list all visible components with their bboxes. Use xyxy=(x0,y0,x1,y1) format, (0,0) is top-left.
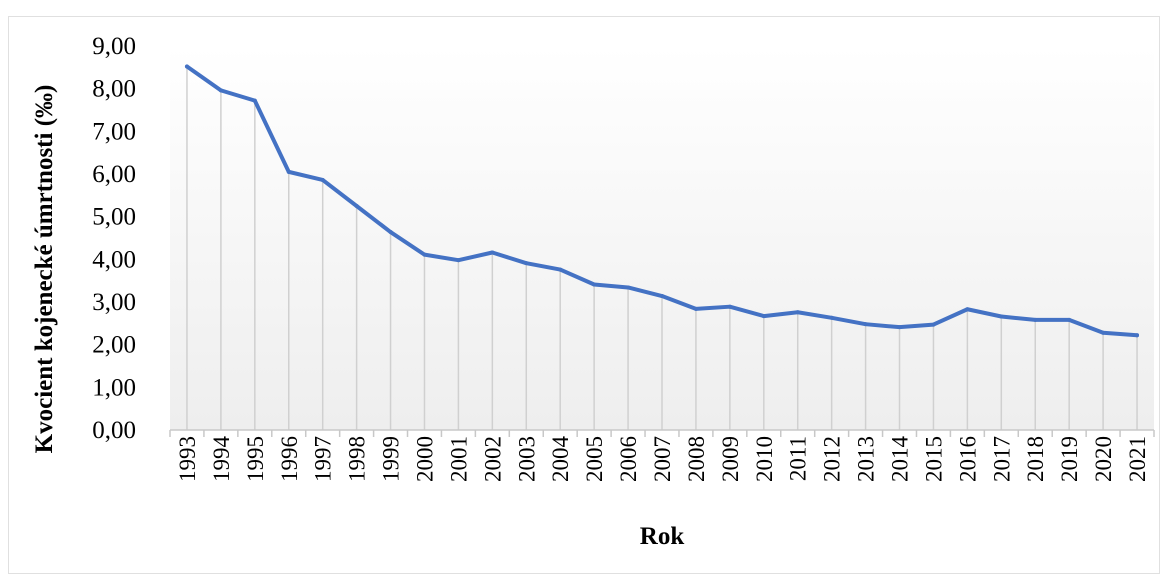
data-point xyxy=(456,258,461,263)
x-tick-label: 1999 xyxy=(379,436,404,482)
y-tick-label: 3,00 xyxy=(92,289,136,316)
data-point xyxy=(490,250,495,255)
x-tick-label: 2013 xyxy=(854,436,879,482)
x-axis-tick-marks xyxy=(169,430,1155,437)
y-axis-title: Kvocient kojenecké úmrtnosti (‰) xyxy=(31,85,58,454)
y-tick-label: 1,00 xyxy=(92,374,136,401)
x-tick-label: 2007 xyxy=(650,436,675,482)
x-axis-tick-labels: 1993 1994 1995 1996 1997 1998 1999 2000 2001 2002… xyxy=(175,436,1150,483)
data-point xyxy=(626,285,631,290)
data-point xyxy=(252,98,257,103)
data-point xyxy=(931,322,936,327)
data-point xyxy=(660,294,664,299)
data-point xyxy=(388,230,393,235)
y-tick-label: 4,00 xyxy=(92,246,136,273)
data-point xyxy=(693,306,698,311)
x-tick-label: 2010 xyxy=(752,436,777,482)
y-tick-label: 6,00 xyxy=(92,161,136,188)
y-axis-tick-labels: 0,00 1,00 2,00 3,00 4,00 5,00 6,00 7,00 8,00 9,00 xyxy=(92,33,136,444)
x-tick-label: 2008 xyxy=(684,436,709,482)
y-tick-label: 9,00 xyxy=(92,33,136,60)
y-tick-label: 5,00 xyxy=(92,204,136,231)
data-point xyxy=(829,315,834,320)
data-point xyxy=(286,169,291,174)
data-point xyxy=(965,307,970,312)
x-tick-label: 2004 xyxy=(548,436,573,483)
data-point xyxy=(863,322,868,327)
x-tick-label: 2018 xyxy=(1023,436,1048,482)
x-tick-label: 2003 xyxy=(514,436,539,482)
data-point xyxy=(1101,330,1106,335)
y-tick-label: 8,00 xyxy=(92,76,136,103)
x-tick-label: 2011 xyxy=(786,436,811,481)
x-tick-label: 2001 xyxy=(446,436,471,482)
data-points xyxy=(184,64,1140,338)
data-point xyxy=(897,325,902,330)
y-tick-label: 2,00 xyxy=(92,332,136,359)
data-point xyxy=(1067,317,1072,322)
x-tick-label: 1998 xyxy=(345,436,370,482)
x-tick-label: 2005 xyxy=(582,436,607,482)
x-tick-label: 2006 xyxy=(616,436,641,482)
x-tick-label: 1994 xyxy=(209,436,234,483)
data-point xyxy=(795,310,800,315)
data-point xyxy=(320,177,325,182)
data-point xyxy=(354,204,359,208)
x-tick-label: 1995 xyxy=(243,436,268,482)
y-tick-label: 7,00 xyxy=(92,118,136,145)
x-tick-label: 2017 xyxy=(989,436,1014,482)
data-point xyxy=(558,267,563,272)
data-point xyxy=(422,252,427,257)
data-point xyxy=(592,282,597,287)
data-point xyxy=(1135,333,1140,338)
x-tick-label: 1993 xyxy=(175,436,200,482)
x-axis-title: Rok xyxy=(640,523,685,550)
data-point xyxy=(1033,317,1038,322)
x-tick-label: 2012 xyxy=(820,436,845,482)
x-tick-label: 2002 xyxy=(480,436,505,482)
x-tick-label: 2000 xyxy=(412,436,437,482)
drop-lines xyxy=(186,66,1138,430)
x-tick-label: 2020 xyxy=(1091,436,1116,482)
x-tick-label: 2015 xyxy=(921,436,946,482)
x-tick-label: 2009 xyxy=(718,436,743,482)
data-point xyxy=(218,88,223,93)
y-tick-label: 0,00 xyxy=(92,417,136,444)
x-tick-label: 2016 xyxy=(955,436,980,482)
x-tick-label: 2021 xyxy=(1125,436,1150,482)
data-point xyxy=(761,314,766,319)
x-tick-label: 2019 xyxy=(1057,436,1082,482)
data-point xyxy=(524,261,529,266)
x-tick-label: 1997 xyxy=(311,436,336,482)
data-point xyxy=(727,304,732,309)
data-point xyxy=(999,314,1004,319)
x-tick-label: 1996 xyxy=(277,436,302,482)
x-tick-label: 2014 xyxy=(888,436,913,483)
data-point xyxy=(184,64,189,69)
